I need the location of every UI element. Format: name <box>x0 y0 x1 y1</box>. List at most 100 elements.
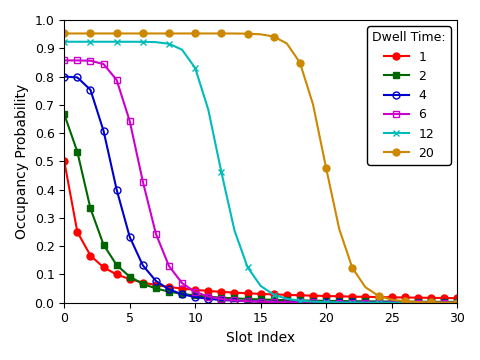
12 <box>376 301 382 305</box>
20 <box>179 31 185 36</box>
2 <box>61 112 67 116</box>
6 <box>74 58 80 63</box>
Legend: 1, 2, 4, 6, 12, 20: 1, 2, 4, 6, 12, 20 <box>367 26 451 165</box>
20 <box>362 285 368 289</box>
6 <box>323 300 329 305</box>
6 <box>101 62 107 66</box>
1 <box>232 291 238 295</box>
1 <box>114 272 120 276</box>
12 <box>192 66 198 70</box>
20 <box>454 301 460 305</box>
20 <box>61 31 67 36</box>
2 <box>376 299 382 303</box>
4 <box>284 300 290 304</box>
X-axis label: Slot Index: Slot Index <box>226 331 295 345</box>
1 <box>271 292 276 297</box>
12 <box>284 297 290 301</box>
20 <box>389 297 395 302</box>
20 <box>205 31 211 36</box>
12 <box>454 301 460 305</box>
6 <box>258 300 264 304</box>
12 <box>258 284 264 288</box>
2 <box>389 300 395 304</box>
6 <box>153 232 159 236</box>
1 <box>415 296 420 300</box>
6 <box>87 59 93 63</box>
2 <box>349 299 355 303</box>
12 <box>349 300 355 305</box>
12 <box>127 40 132 44</box>
6 <box>205 294 211 299</box>
2 <box>232 296 238 301</box>
4 <box>205 297 211 301</box>
4 <box>428 301 434 305</box>
20 <box>74 31 80 36</box>
1 <box>179 287 185 291</box>
1 <box>376 295 382 299</box>
1 <box>127 277 132 281</box>
1 <box>245 291 251 296</box>
20 <box>232 31 238 36</box>
6 <box>166 264 172 268</box>
2 <box>454 300 460 304</box>
20 <box>441 300 447 305</box>
2 <box>166 289 172 294</box>
20 <box>127 31 132 36</box>
4 <box>415 301 420 305</box>
1 <box>428 296 434 300</box>
2 <box>336 299 342 303</box>
2 <box>127 275 132 279</box>
2 <box>74 150 80 154</box>
6 <box>362 301 368 305</box>
2 <box>245 297 251 301</box>
1 <box>441 296 447 300</box>
2 <box>218 296 224 300</box>
1 <box>192 288 198 292</box>
1 <box>454 296 460 300</box>
2 <box>284 298 290 302</box>
4 <box>140 263 146 267</box>
4 <box>441 301 447 305</box>
12 <box>153 40 159 44</box>
1 <box>323 294 329 298</box>
4 <box>258 300 264 304</box>
2 <box>140 282 146 286</box>
4 <box>310 300 316 305</box>
12 <box>271 293 276 297</box>
4 <box>362 300 368 305</box>
1 <box>258 292 264 296</box>
12 <box>336 300 342 305</box>
6 <box>218 297 224 301</box>
12 <box>428 301 434 305</box>
12 <box>362 301 368 305</box>
1 <box>389 295 395 300</box>
2 <box>101 243 107 247</box>
20 <box>271 34 276 39</box>
1 <box>310 293 316 298</box>
20 <box>376 294 382 298</box>
6 <box>61 58 67 63</box>
6 <box>297 300 303 305</box>
6 <box>402 301 408 305</box>
4 <box>166 287 172 292</box>
Line: 6: 6 <box>61 57 460 306</box>
Line: 4: 4 <box>61 73 460 306</box>
2 <box>87 206 93 211</box>
4 <box>218 298 224 302</box>
2 <box>402 300 408 304</box>
6 <box>441 301 447 305</box>
4 <box>323 300 329 305</box>
20 <box>284 41 290 46</box>
1 <box>349 294 355 299</box>
1 <box>336 294 342 298</box>
12 <box>245 265 251 269</box>
4 <box>297 300 303 304</box>
4 <box>153 279 159 283</box>
1 <box>74 230 80 234</box>
20 <box>323 166 329 170</box>
2 <box>271 298 276 302</box>
2 <box>179 292 185 296</box>
12 <box>114 40 120 44</box>
2 <box>297 298 303 303</box>
20 <box>114 31 120 36</box>
